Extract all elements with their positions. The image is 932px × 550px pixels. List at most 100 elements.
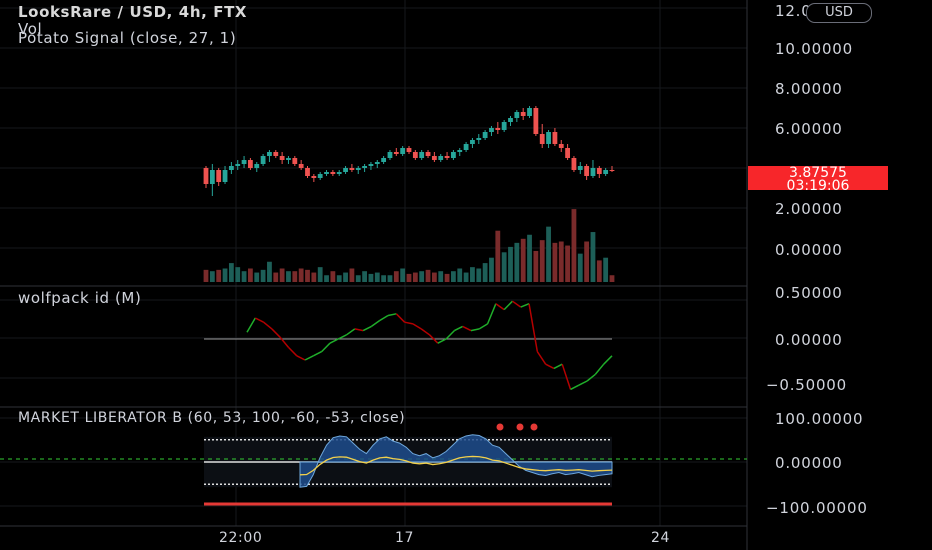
wolfpack-segment xyxy=(313,350,322,357)
candle-body xyxy=(260,156,266,164)
liberator-legend[interactable]: MARKET LIBERATOR B (60, 53, 100, -60, -5… xyxy=(18,410,406,426)
candle-body xyxy=(495,128,501,130)
candle-body xyxy=(330,172,336,174)
volume-bar xyxy=(514,242,520,282)
candle-body xyxy=(609,170,615,171)
volume-bar xyxy=(203,269,209,282)
volume-bar xyxy=(317,267,323,282)
candle-body xyxy=(355,168,361,170)
candle-body xyxy=(520,112,526,116)
volume-bar xyxy=(451,271,456,282)
price-tick-6: 6.00000 xyxy=(775,120,843,138)
wolfpack-legend[interactable]: wolfpack id (M) xyxy=(18,289,142,307)
candle-body xyxy=(228,166,234,170)
volume-bar xyxy=(298,268,304,282)
price-tick-2: 2.00000 xyxy=(775,200,843,218)
lib-tick-0: 0.00000 xyxy=(775,454,843,472)
volume-bar xyxy=(362,271,367,282)
wolfpack-segment xyxy=(603,355,613,365)
wolfpack-segment xyxy=(321,342,331,353)
volume-bar xyxy=(558,241,564,282)
volume-bar xyxy=(489,257,494,282)
wolfpack-segment xyxy=(570,384,580,391)
volume-bar xyxy=(501,252,507,282)
volume-bar xyxy=(336,275,342,282)
volume-bar xyxy=(305,269,310,282)
candle-body xyxy=(393,152,399,154)
wolfpack-segment xyxy=(379,314,389,322)
candle-body xyxy=(279,156,285,160)
volume-bar xyxy=(343,272,348,282)
candle-body xyxy=(216,170,222,182)
wolfpack-segment xyxy=(246,317,256,333)
wolfpack-pane xyxy=(204,300,613,391)
candle-body xyxy=(406,148,412,152)
candle-body xyxy=(546,132,551,144)
wolfpack-segment xyxy=(437,338,447,344)
candle-body xyxy=(482,132,488,138)
symbol-title[interactable]: LooksRare / USD, 4h, FTX xyxy=(18,3,248,21)
wolfpack-segment xyxy=(561,363,572,390)
price-tick-8: 8.00000 xyxy=(775,80,843,98)
candle-body xyxy=(514,112,520,118)
wolfpack-segment xyxy=(462,325,472,332)
candle-body xyxy=(457,150,463,152)
liberator-top-dot xyxy=(530,423,538,431)
vol-legend[interactable]: Vol xyxy=(18,20,43,38)
liberator-top-dot xyxy=(516,423,524,431)
candle-body xyxy=(527,108,532,116)
volume-bars xyxy=(203,209,615,282)
bar-countdown: 03:19:06 xyxy=(786,178,850,194)
volume-bar xyxy=(419,271,425,282)
potato-signal-legend[interactable]: Potato Signal (close, 27, 1) xyxy=(18,29,237,47)
candle-body xyxy=(412,152,418,158)
volume-bar xyxy=(324,275,329,282)
volume-bar xyxy=(387,275,393,282)
volume-bar xyxy=(235,267,241,282)
currency-button[interactable]: USD xyxy=(806,3,872,23)
wolfpack-segment xyxy=(404,321,414,325)
wolfpack-segment xyxy=(337,334,347,340)
volume-bar xyxy=(508,246,513,282)
candle-body xyxy=(425,152,431,156)
candle-body xyxy=(444,156,450,158)
volume-bar xyxy=(609,275,615,282)
candle-body xyxy=(241,160,247,164)
volume-bar xyxy=(241,271,247,282)
candle-body xyxy=(400,148,406,154)
volume-bar xyxy=(444,273,450,282)
wolfpack-segment xyxy=(254,317,264,323)
candle-body xyxy=(222,170,228,182)
candle-body xyxy=(349,168,355,170)
volume-bar xyxy=(273,272,279,282)
volume-bar xyxy=(311,272,317,282)
candle-body xyxy=(463,144,469,150)
volume-bar xyxy=(412,272,418,282)
candle-body xyxy=(286,158,291,160)
volume-bar xyxy=(292,271,298,282)
lib-tick-neg100: −100.00000 xyxy=(766,499,868,517)
candle-body xyxy=(552,132,558,144)
candle-body xyxy=(248,160,253,168)
volume-bar xyxy=(546,226,551,282)
volume-bar xyxy=(368,273,374,282)
wolfpack-segment xyxy=(329,338,339,344)
candle-body xyxy=(343,168,348,172)
volume-bar xyxy=(431,272,437,282)
wolfpack-segment xyxy=(412,323,422,330)
volume-bar xyxy=(470,267,475,282)
wolfpack-segment xyxy=(279,336,290,348)
volume-bar xyxy=(248,268,253,282)
wolfpack-segment xyxy=(528,303,539,352)
candle-body xyxy=(419,152,425,158)
liberator-pane xyxy=(0,423,747,506)
volume-bar xyxy=(254,272,260,282)
wolf-tick-neg0.5: −0.50000 xyxy=(766,376,847,394)
wolfpack-segment xyxy=(346,328,356,336)
candle-body xyxy=(476,138,482,140)
volume-bar xyxy=(476,268,482,282)
candle-body xyxy=(489,128,494,132)
wolfpack-segment xyxy=(503,300,513,311)
wolfpack-segment xyxy=(387,313,397,317)
